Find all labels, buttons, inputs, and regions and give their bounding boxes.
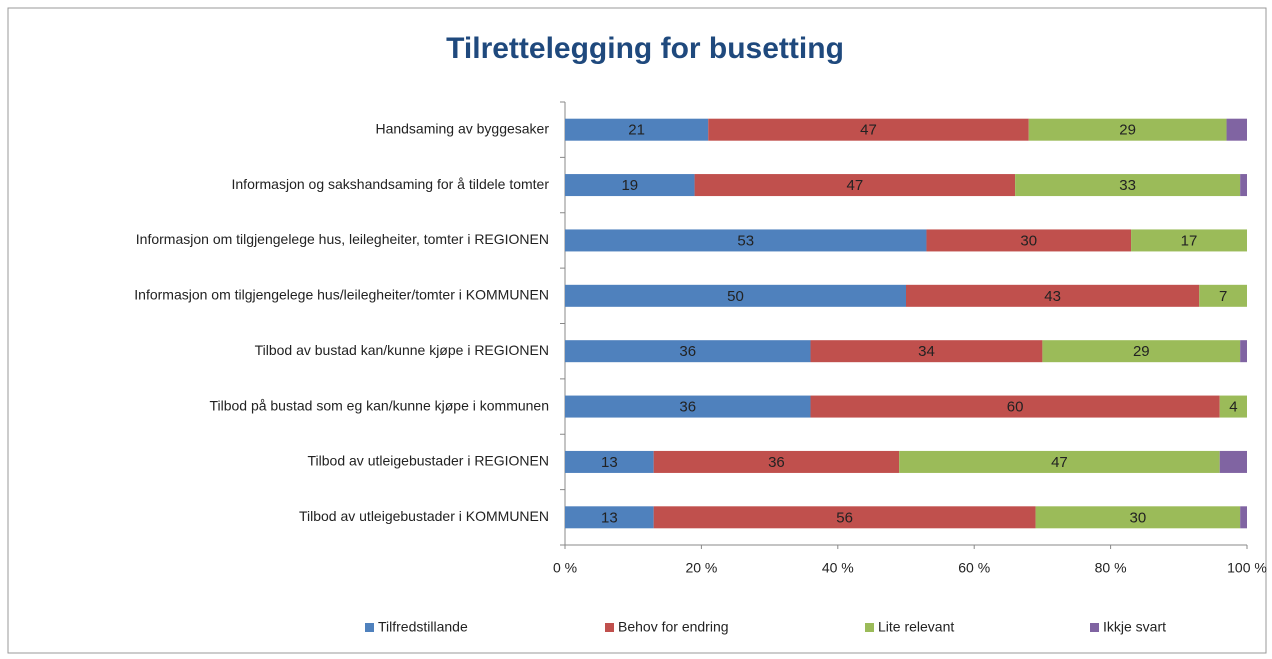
bar-segment [1042, 340, 1241, 363]
bar-segment [926, 229, 1132, 252]
bar-segment [1219, 395, 1247, 418]
legend-label: Tilfredstillande [378, 619, 468, 635]
data-label: 33 [1119, 177, 1136, 194]
data-label: 19 [621, 177, 638, 194]
data-label: 47 [847, 177, 864, 194]
bar-segment [810, 395, 1220, 418]
bar-segment [565, 395, 811, 418]
bar-segment [565, 340, 811, 363]
data-label: 13 [601, 454, 618, 471]
data-label: 17 [1181, 232, 1198, 249]
bar-segment [1226, 118, 1247, 141]
data-label: 13 [601, 509, 618, 526]
category-label: Informasjon og sakshandsaming for å tild… [232, 176, 550, 192]
category-label: Informasjon om tilgjengelege hus/leilegh… [134, 287, 549, 303]
bar-segment [906, 284, 1200, 307]
bar-segment [565, 174, 695, 197]
x-tick-label: 60 % [958, 560, 990, 576]
category-label: Tilbod på bustad som eg kan/kunne kjøpe … [209, 397, 549, 413]
bar-segment [1199, 284, 1247, 307]
legend-swatch [1090, 623, 1099, 632]
chart-frame [7, 7, 1267, 654]
data-label: 36 [768, 454, 785, 471]
data-label: 29 [1133, 343, 1150, 360]
data-label: 21 [628, 122, 645, 139]
data-label: 56 [836, 509, 853, 526]
x-tick-label: 40 % [822, 560, 854, 576]
data-label: 53 [737, 232, 754, 249]
x-tick-label: 20 % [685, 560, 717, 576]
bar-segment [1035, 506, 1241, 529]
bar-segment [694, 174, 1016, 197]
bar-segment [1240, 506, 1247, 529]
bar-segment [708, 118, 1029, 141]
bar-segment [1015, 174, 1241, 197]
category-label: Handsaming av byggesaker [375, 120, 549, 136]
data-label: 60 [1007, 399, 1024, 416]
data-label: 50 [727, 288, 744, 305]
category-label: Tilbod av utleigebustader i REGIONEN [308, 453, 549, 469]
data-label: 4 [1229, 399, 1237, 416]
data-label: 29 [1119, 122, 1136, 139]
data-label: 7 [1219, 288, 1227, 305]
data-label: 34 [918, 343, 935, 360]
x-tick-label: 0 % [553, 560, 577, 576]
x-tick-label: 100 % [1227, 560, 1267, 576]
data-label: 30 [1020, 232, 1037, 249]
legend-label: Ikkje svart [1103, 619, 1166, 635]
bar-segment [565, 450, 654, 473]
bar-segment [565, 506, 654, 529]
bar-segment [653, 450, 900, 473]
bar-segment [1028, 118, 1227, 141]
data-label: 47 [1051, 454, 1068, 471]
category-label: Informasjon om tilgjengelege hus, leileg… [136, 231, 549, 247]
legend-swatch [605, 623, 614, 632]
bar-segment [1131, 229, 1247, 252]
bar-segment [899, 450, 1220, 473]
bar-segment [565, 229, 927, 252]
bar-segment [565, 284, 906, 307]
data-label: 36 [679, 399, 696, 416]
data-label: 47 [860, 122, 877, 139]
bar-segment [1240, 174, 1247, 197]
chart-title: Tilrettelegging for busetting [446, 32, 844, 65]
data-label: 30 [1130, 509, 1147, 526]
legend-swatch [865, 623, 874, 632]
legend-label: Behov for endring [618, 619, 729, 635]
legend-swatch [365, 623, 374, 632]
x-tick-label: 80 % [1095, 560, 1127, 576]
legend-label: Lite relevant [878, 619, 954, 635]
bar-segment [810, 340, 1043, 363]
category-label: Tilbod av bustad kan/kunne kjøpe i REGIO… [255, 342, 549, 358]
bar-segment [653, 506, 1036, 529]
data-label: 36 [679, 343, 696, 360]
data-label: 43 [1044, 288, 1061, 305]
bar-segment [565, 118, 709, 141]
bar-segment [1219, 450, 1247, 473]
bar-segment [1240, 340, 1247, 363]
category-label: Tilbod av utleigebustader i KOMMUNEN [299, 508, 549, 524]
